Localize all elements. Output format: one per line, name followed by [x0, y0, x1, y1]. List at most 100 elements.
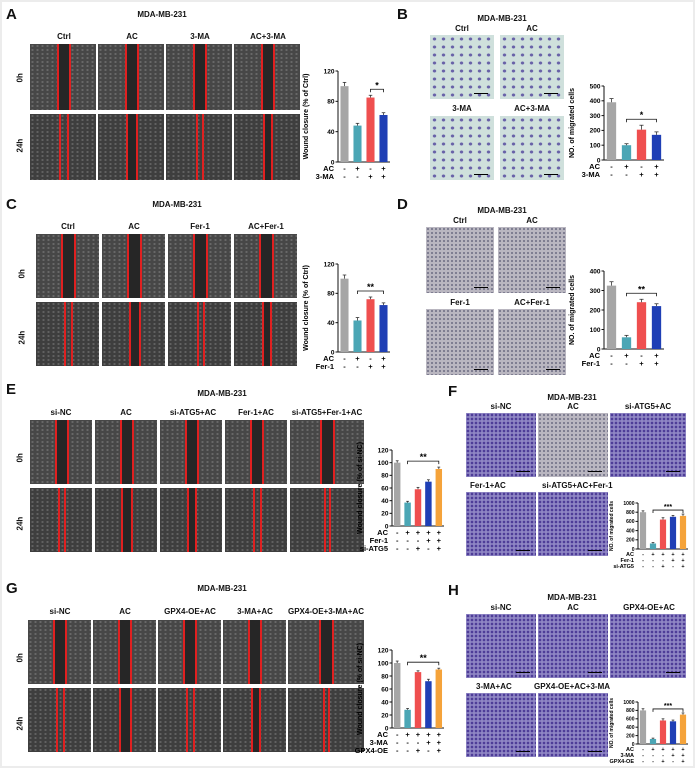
significance-label-h: *** [664, 703, 672, 710]
significance-label-a: * [375, 80, 379, 90]
treatment-sign-h-2-1: - [642, 753, 644, 759]
y-tick-label-g-6: 120 [378, 647, 389, 654]
y-tick-label-g-4: 80 [381, 673, 389, 680]
bar-h-5 [679, 714, 687, 744]
treatment-label-d-2: Fer-1 [582, 359, 600, 368]
bar-e-3 [414, 489, 422, 526]
y-tick-label-b-3: 300 [590, 113, 601, 120]
treatment-label-h-1: AC [626, 747, 634, 753]
column-header-c-3: Fer-1 [190, 222, 210, 231]
transwell-image-h-gpx4 [610, 614, 686, 678]
cell-line-label-c: MDA-MB-231 [152, 200, 202, 209]
y-tick-label-a-0: 0 [331, 159, 335, 166]
column-header-e-5: si-ATG5+Fer-1+AC [291, 408, 363, 417]
y-tick-label-h-0: 0 [632, 742, 635, 748]
treatment-sign-f-2-3: - [662, 558, 664, 564]
treatment-sign-f-1-5: + [681, 552, 684, 558]
treatment-sign-h-2-5: + [681, 753, 684, 759]
y-tick-label-e-2: 40 [381, 498, 389, 505]
bar-c-4 [379, 305, 388, 352]
transwell-image-d-acfer1 [498, 309, 566, 375]
y-tick-label-c-0: 0 [331, 349, 335, 356]
treatment-sign-e-3-2: - [406, 544, 409, 553]
transwell-image-h-sinc [466, 614, 536, 678]
y-axis-label-d: NO. of migrated cells [569, 275, 576, 345]
column-header-a-4: AC+3-MA [250, 32, 286, 41]
wound-image-a-3ma-0h [166, 44, 232, 110]
column-header-d-4: AC+Fer-1 [514, 298, 550, 307]
treatment-sign-h-1-5: + [681, 747, 684, 753]
y-tick-label-b-1: 100 [590, 142, 601, 149]
treatment-sign-e-1-2: + [405, 528, 410, 537]
treatment-sign-a-1-2: + [355, 164, 360, 173]
treatment-sign-g-1-5: + [437, 730, 442, 739]
bar-d-1 [606, 285, 617, 349]
treatment-sign-f-2-5: + [681, 558, 684, 564]
bar-g-2 [404, 709, 411, 728]
y-tick-label-b-4: 400 [590, 98, 601, 105]
bar-d-3 [636, 302, 647, 349]
chart-g: Wound closure (% of si-NC) 0 20 40 60 80 100 12… [355, 643, 444, 755]
treatment-sign-a-2-1: - [343, 172, 346, 181]
column-header-g-4: 3-MA+AC [237, 607, 273, 616]
y-tick-label-h-1: 200 [626, 733, 635, 739]
column-header-g-3: GPX4-OE+AC [164, 607, 216, 616]
y-tick-label-h-3: 600 [626, 717, 635, 723]
treatment-sign-f-3-4: - [672, 564, 674, 570]
treatment-label-e-3: si-ATG5 [360, 544, 388, 553]
column-header-e-3: si-ATG5+AC [169, 408, 217, 417]
wound-image-c-acfer1-24h [234, 302, 297, 366]
significance-label-d: ** [638, 284, 646, 294]
treatment-sign-g-3-5: + [437, 746, 442, 755]
treatment-sign-d-1-1: - [610, 351, 613, 360]
treatment-sign-b-1-3: - [640, 162, 643, 171]
treatment-sign-f-2-2: - [652, 558, 654, 564]
chart-h: NO. of migrated cells 0 200 400 600 800 1000 **… [609, 698, 688, 765]
treatment-sign-h-1-2: + [651, 747, 654, 753]
treatment-sign-f-3-3: + [661, 564, 664, 570]
wound-image-g-combo-24h [288, 688, 364, 752]
transwell-image-d-ctrl [426, 227, 494, 293]
treatment-sign-a-1-3: - [369, 164, 372, 173]
wound-image-e-sinc-0h [30, 420, 92, 484]
treatment-sign-d-1-4: + [654, 351, 659, 360]
treatment-sign-d-2-2: - [625, 359, 628, 368]
row-label-c-24h: 24h [17, 330, 27, 345]
treatment-sign-d-2-1: - [610, 359, 613, 368]
treatment-sign-e-2-5: + [437, 536, 442, 545]
treatment-sign-c-1-4: + [381, 354, 386, 363]
wound-image-a-ac-0h [98, 44, 164, 110]
transwell-image-f-siatg5 [610, 413, 686, 477]
cell-line-label-e: MDA-MB-231 [197, 389, 247, 398]
y-tick-label-f-2: 400 [626, 528, 635, 534]
treatment-sign-e-2-2: - [406, 536, 409, 545]
wound-image-c-ac-24h [102, 302, 165, 366]
wound-image-a-ac-24h [98, 114, 164, 180]
treatment-sign-h-2-3: - [662, 753, 664, 759]
row-label-e-24h: 24h [15, 516, 25, 531]
wound-image-c-ctrl-24h [36, 302, 99, 366]
y-tick-label-b-2: 200 [590, 128, 601, 135]
treatment-sign-h-3-1: - [642, 759, 644, 765]
bar-f-1 [639, 512, 647, 549]
column-header-f-3: si-ATG5+AC [624, 402, 672, 411]
wound-image-e-combo-0h [290, 420, 364, 484]
panel-label-g: G [6, 580, 18, 597]
bar-e-2 [404, 502, 411, 526]
treatment-sign-g-2-3: - [417, 738, 420, 747]
cell-line-label-g: MDA-MB-231 [197, 584, 247, 593]
treatment-sign-g-3-1: - [396, 746, 399, 755]
wound-image-e-combo-24h [290, 488, 364, 552]
treatment-label-e-1: AC [377, 528, 388, 537]
wound-image-g-ac-24h [93, 688, 156, 752]
treatment-sign-g-1-1: - [396, 730, 399, 739]
wound-image-a-ac3ma-0h [234, 44, 300, 110]
transwell-image-h-3ma [466, 693, 536, 757]
treatment-sign-h-2-2: - [652, 753, 654, 759]
treatment-sign-b-2-3: + [639, 170, 644, 179]
column-header-f-5: si-ATG5+AC+Fer-1 [542, 481, 613, 490]
treatment-sign-f-2-4: + [671, 558, 674, 564]
transwell-image-b-ac [500, 35, 564, 99]
y-tick-label-e-3: 60 [381, 485, 389, 492]
transwell-image-b-ctrl [430, 35, 494, 99]
